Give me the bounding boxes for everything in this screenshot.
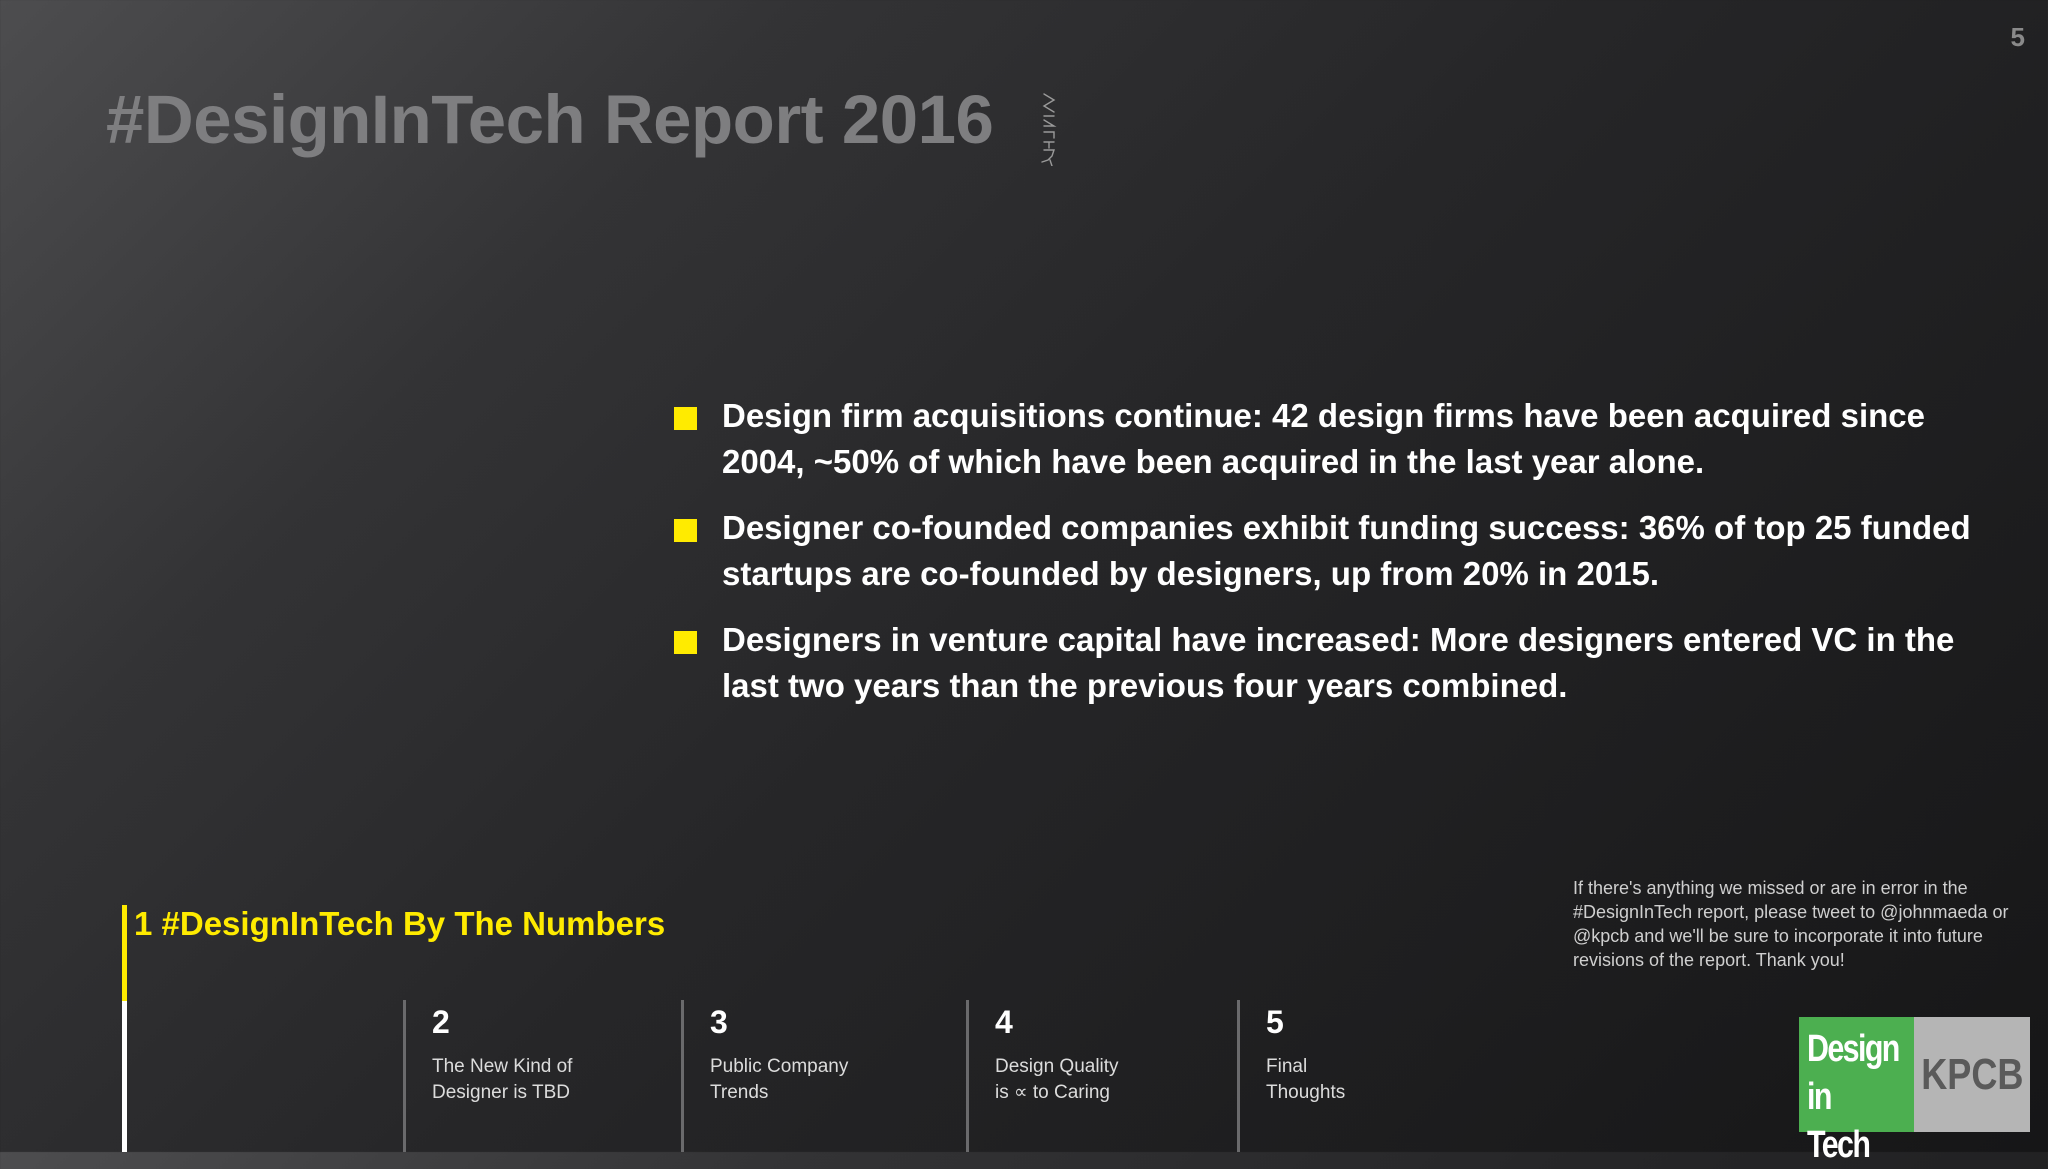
nav-section-5[interactable]: 5 Final Thoughts — [1237, 1000, 1517, 1152]
active-marker-yellow — [122, 905, 127, 1001]
bullet-square-icon — [674, 519, 697, 542]
finding-item: Design firm acquisitions continue: 42 de… — [674, 393, 1974, 485]
slide-number: 5 — [2010, 22, 2025, 52]
feedback-note: If there's anything we missed or are in … — [1573, 878, 2009, 970]
design-in-tech-kpcb-logo: Design in Tech KPCB — [1799, 1017, 2030, 1166]
nav-section-number: 4 — [995, 1004, 1013, 1040]
nav-section-label: Public Company Trends — [710, 1056, 849, 1103]
nav-section-label: Design Quality is ∝ to Caring — [995, 1056, 1119, 1103]
finding-item: Designers in venture capital have increa… — [674, 617, 1974, 709]
nav-section-label: Final Thoughts — [1266, 1056, 1346, 1103]
nav-section-2[interactable]: 2 The New Kind of Designer is TBD — [403, 1000, 683, 1152]
nav-section-number: 2 — [432, 1004, 450, 1040]
logo-kpcb-text: KPCB — [1920, 1049, 2024, 1099]
bullet-square-icon — [674, 631, 697, 654]
finding-item: Designer co-founded companies exhibit fu… — [674, 505, 1974, 597]
page-title: #DesignInTech Report 2016 — [106, 81, 994, 158]
logo-kpcb-block: KPCB — [1914, 1017, 2030, 1132]
nav-section-label: The New Kind of Designer is TBD — [432, 1056, 573, 1103]
logo-design-line1: Design — [1807, 1028, 1900, 1070]
finding-text: Designer co-founded companies exhibit fu… — [722, 509, 1971, 592]
nav-section-1-active[interactable]: 1 #DesignInTech By The Numbers — [134, 905, 666, 942]
nav-section-4[interactable]: 4 Design Quality is ∝ to Caring — [966, 1000, 1238, 1152]
key-findings-list: Design firm acquisitions continue: 42 de… — [674, 393, 1974, 729]
active-section-marker — [122, 905, 128, 1152]
signature-image — [1041, 93, 1057, 166]
active-marker-white — [122, 1001, 127, 1152]
finding-text: Designers in venture capital have increa… — [722, 621, 1955, 704]
logo-design-block: Design in Tech — [1799, 1017, 1914, 1166]
bullet-square-icon — [674, 407, 697, 430]
finding-text: Design firm acquisitions continue: 42 de… — [722, 397, 1925, 480]
logo-design-line2: in Tech — [1807, 1076, 1871, 1166]
nav-section-number: 5 — [1266, 1004, 1284, 1040]
nav-section-3[interactable]: 3 Public Company Trends — [681, 1000, 966, 1152]
nav-section-number: 3 — [710, 1004, 728, 1040]
